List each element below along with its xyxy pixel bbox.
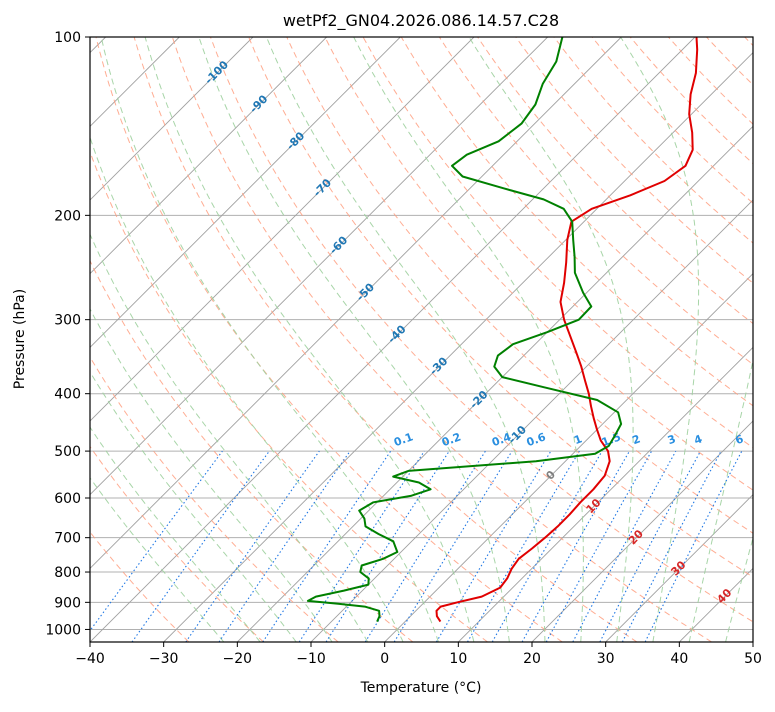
y-axis-title: Pressure (hPa) xyxy=(12,289,28,389)
x-tick-label: 40 xyxy=(670,651,688,667)
x-tick-label: −10 xyxy=(296,651,326,667)
x-tick-label: 20 xyxy=(523,651,541,667)
x-tick-label: 30 xyxy=(597,651,615,667)
x-tick-label: 50 xyxy=(744,651,762,667)
y-tick-label: 1000 xyxy=(45,622,81,638)
y-tick-label: 500 xyxy=(54,444,81,460)
x-tick-label: 0 xyxy=(380,651,389,667)
y-tick-label: 600 xyxy=(54,491,81,507)
x-tick-label: −20 xyxy=(223,651,253,667)
y-tick-label: 700 xyxy=(54,531,81,547)
x-tick-label: −30 xyxy=(149,651,179,667)
y-tick-label: 300 xyxy=(54,313,81,329)
y-tick-label: 800 xyxy=(54,565,81,581)
x-axis-title: Temperature (°C) xyxy=(360,680,482,696)
x-tick-label: −40 xyxy=(75,651,105,667)
y-tick-label: 900 xyxy=(54,595,81,611)
y-tick-label: 200 xyxy=(54,208,81,224)
chart-title: wetPf2_GN04.2026.086.14.57.C28 xyxy=(283,11,559,31)
x-tick-label: 10 xyxy=(449,651,467,667)
y-tick-label: 400 xyxy=(54,387,81,403)
y-tick-label: 100 xyxy=(54,30,81,46)
